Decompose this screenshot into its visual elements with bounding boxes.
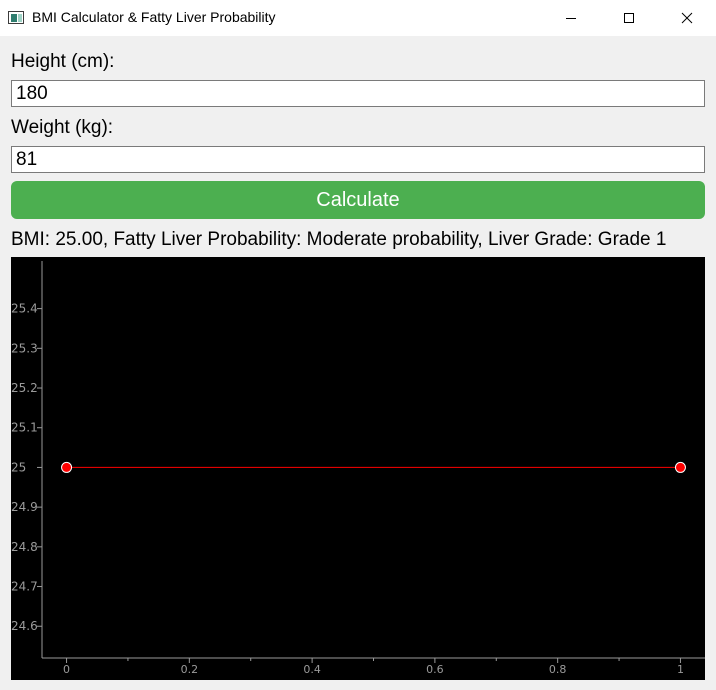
bmi-chart-svg: 24.6 24.7 24.8 24.9 25 25.1 25.2 25.3 25.4 0 0.2 0.… [11, 261, 705, 676]
close-button[interactable] [664, 0, 710, 36]
title-bar[interactable]: BMI Calculator & Fatty Liver Probability [0, 0, 716, 36]
x-tick-label: 0.2 [181, 663, 199, 676]
result-text: BMI: 25.00, Fatty Liver Probability: Mod… [11, 229, 667, 250]
height-input[interactable] [11, 80, 705, 107]
data-point [61, 461, 73, 473]
weight-label: Weight (kg): [11, 117, 114, 138]
close-icon [681, 12, 693, 24]
minimize-icon [566, 18, 576, 19]
y-tick-label: 24.7 [11, 580, 38, 594]
y-tick-label: 25.4 [11, 302, 38, 316]
y-tick-label: 24.6 [11, 619, 38, 633]
y-tick-label: 25.1 [11, 421, 38, 435]
calculate-button[interactable]: Calculate [11, 181, 705, 219]
maximize-icon [624, 13, 634, 23]
data-point [674, 461, 686, 473]
y-tick-label: 25 [11, 460, 26, 474]
y-tick-label: 24.8 [11, 540, 38, 554]
y-tick-label: 24.9 [11, 500, 38, 514]
window-title: BMI Calculator & Fatty Liver Probability [32, 9, 276, 25]
x-tick-label: 0.4 [303, 663, 321, 676]
x-tick-label: 0.8 [549, 663, 567, 676]
weight-input[interactable] [11, 146, 705, 173]
minimize-button[interactable] [548, 0, 594, 36]
app-icon [8, 11, 24, 24]
x-tick-label: 1 [677, 663, 684, 676]
y-tick-label: 25.2 [11, 381, 38, 395]
bmi-plot[interactable]: 24.6 24.7 24.8 24.9 25 25.1 25.2 25.3 25.4 0 0.2 0.… [11, 257, 705, 680]
height-label: Height (cm): [11, 51, 115, 72]
y-tick-label: 25.3 [11, 341, 38, 355]
maximize-button[interactable] [606, 0, 652, 36]
x-tick-label: 0 [63, 663, 70, 676]
x-tick-label: 0.6 [426, 663, 444, 676]
